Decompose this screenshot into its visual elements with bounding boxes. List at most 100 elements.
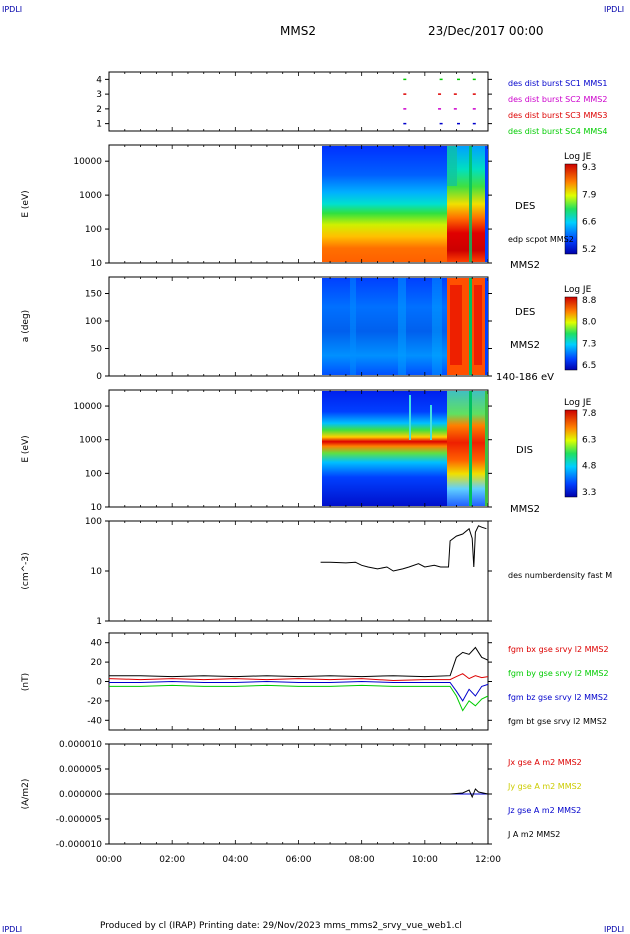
des-energy-scpot-label: edp scpot MMS2 <box>508 235 574 244</box>
y-tick-label-fgm: -40 <box>87 716 102 726</box>
series-line-fgm <box>109 684 489 712</box>
y-tick-label-burst: 1 <box>96 120 102 130</box>
y-tick-label-des_pitch: 100 <box>85 317 102 327</box>
y-tick-label-current: 0.000000 <box>59 790 102 800</box>
legend-fgm: fgm bz gse srvy l2 MMS2 <box>508 693 608 702</box>
x-tick-label: 04:00 <box>222 855 248 865</box>
dis-energy-bottom-label: MMS2 <box>510 504 540 515</box>
ylabel-des-energy: E (eV) <box>21 190 31 217</box>
legend-burst-sc1: des dist burst SC1 MMS1 <box>508 79 607 88</box>
colorbar-tick-dis_energy: 3.3 <box>582 488 596 498</box>
legend-fgm: fgm bx gse srvy l2 MMS2 <box>508 645 609 654</box>
colorbar-des-energy: Log JE <box>564 152 592 255</box>
footer-credits: Produced by cl (IRAP) Printing date: 29/… <box>100 921 462 931</box>
colorbar-des-energy-title: Log JE <box>564 152 592 162</box>
y-tick-label-burst: 2 <box>96 105 102 115</box>
y-tick-label-des_energy: 100 <box>85 225 102 235</box>
dis-energy-label: DIS <box>516 445 533 456</box>
colorbar-tick-dis_energy: 6.3 <box>582 435 596 445</box>
des-energy-label: DES <box>515 201 535 212</box>
y-tick-label-density: 1 <box>96 617 102 627</box>
colorbar-dis-energy: Log JE <box>564 398 592 498</box>
panel-burst-frame <box>108 71 489 132</box>
legends: 9.3 7.9 6.6 5.2 8.8 8.0 7.3 6.5 7.8 6.3 4.8 3.3 des … <box>507 79 612 839</box>
colorbar-des-pitch-title: Log JE <box>564 285 592 295</box>
x-tick-label: 10:00 <box>412 855 438 865</box>
data-marks <box>108 78 489 799</box>
y-tick-label-dis_energy: 10 <box>91 503 103 513</box>
colorbar-des-pitch: Log JE <box>564 285 592 371</box>
corner-label-top-left: IPDLI <box>2 5 22 14</box>
ylabel-dis-energy: E (eV) <box>21 435 31 462</box>
y-tick-label-current: -0.000010 <box>56 840 102 850</box>
series-line-density <box>320 525 487 572</box>
y-tick-label-fgm: 0 <box>96 678 102 688</box>
legend-current: Jy gse A m2 MMS2 <box>507 782 582 791</box>
datetime-title: 23/Dec/2017 00:00 <box>428 24 544 38</box>
x-tick-label: 02:00 <box>159 855 185 865</box>
colorbar-tick-des_energy: 5.2 <box>582 245 596 255</box>
y-tick-label-current: -0.000005 <box>56 815 102 825</box>
y-tick-label-dis_energy: 100 <box>85 469 102 479</box>
axis-ticks: 1234101001000100000501001501010010001000… <box>56 72 501 865</box>
spacecraft-title: MMS2 <box>280 24 316 38</box>
panel-density-frame <box>108 520 489 622</box>
y-tick-label-des_pitch: 50 <box>91 345 103 355</box>
y-tick-label-dis_energy: 10000 <box>73 402 102 412</box>
des-pitch-side-label: MMS2 <box>510 340 540 351</box>
legend-burst-sc4: des dist burst SC4 MMS4 <box>508 127 607 136</box>
colorbar-tick-des_pitch: 7.3 <box>582 339 596 349</box>
colorbar-tick-dis_energy: 4.8 <box>582 462 597 472</box>
colorbar-tick-des_energy: 9.3 <box>582 163 596 173</box>
series-line-current <box>109 788 489 799</box>
corner-label-top-right: IPDLI <box>604 5 624 14</box>
y-tick-label-current: 0.000005 <box>59 765 102 775</box>
y-tick-label-dis_energy: 1000 <box>79 436 102 446</box>
ylabel-current: (A/m2) <box>21 779 31 810</box>
y-tick-label-burst: 3 <box>96 90 102 100</box>
des-energy-spectrogram <box>322 146 488 262</box>
y-tick-label-fgm: -20 <box>87 697 102 707</box>
colorbar-tick-des_pitch: 8.0 <box>582 318 597 328</box>
x-tick-label: 06:00 <box>286 855 312 865</box>
y-tick-label-density: 10 <box>91 567 103 577</box>
series-line-fgm <box>108 673 489 682</box>
ylabel-fgm: (nT) <box>21 673 31 691</box>
y-tick-label-des_energy: 10000 <box>73 157 102 167</box>
ylabel-des-pitch: a (deg) <box>21 310 31 342</box>
legend-fgm: fgm by gse srvy l2 MMS2 <box>508 669 609 678</box>
series-line-fgm <box>109 680 489 702</box>
dis-energy-spectrogram <box>322 391 488 506</box>
y-tick-label-des_energy: 10 <box>91 259 103 269</box>
des-pitch-bottom-label: 140-186 eV <box>496 372 554 383</box>
legend-current: Jx gse A m2 MMS2 <box>507 758 582 767</box>
legend-density: des numberdensity fast M <box>508 571 612 580</box>
y-tick-label-current: 0.000010 <box>59 740 102 750</box>
y-tick-label-fgm: 40 <box>91 639 103 649</box>
legend-current: Jz gse A m2 MMS2 <box>507 806 581 815</box>
colorbar-tick-des_pitch: 8.8 <box>582 296 597 306</box>
legend-burst-sc3: des dist burst SC3 MMS3 <box>508 111 607 120</box>
legend-current: J A m2 MMS2 <box>507 830 560 839</box>
colorbar-dis-energy-title: Log JE <box>564 398 592 408</box>
legend-burst-sc2: des dist burst SC2 MMS2 <box>508 95 607 104</box>
y-tick-label-density: 100 <box>85 517 102 527</box>
y-tick-label-des_pitch: 150 <box>85 290 102 300</box>
x-tick-label: 12:00 <box>475 855 501 865</box>
y-tick-label-des_pitch: 0 <box>96 372 102 382</box>
y-tick-label-fgm: 20 <box>91 658 103 668</box>
des-energy-bottom-label: MMS2 <box>510 260 540 271</box>
legend-fgm: fgm bt gse srvy l2 MMS2 <box>508 717 607 726</box>
y-tick-label-burst: 4 <box>96 75 102 85</box>
series-line-fgm <box>109 646 489 678</box>
x-tick-label: 00:00 <box>96 855 122 865</box>
colorbar-tick-dis_energy: 7.8 <box>582 409 597 419</box>
colorbar-tick-des_pitch: 6.5 <box>582 361 596 371</box>
colorbar-tick-des_energy: 6.6 <box>582 218 597 228</box>
ylabel-density: (cm^-3) <box>21 552 31 589</box>
x-tick-label: 08:00 <box>349 855 375 865</box>
colorbar-tick-des_energy: 7.9 <box>582 190 597 200</box>
des-pitch-label: DES <box>515 307 535 318</box>
corner-label-bottom-left: IPDLI <box>2 925 22 934</box>
